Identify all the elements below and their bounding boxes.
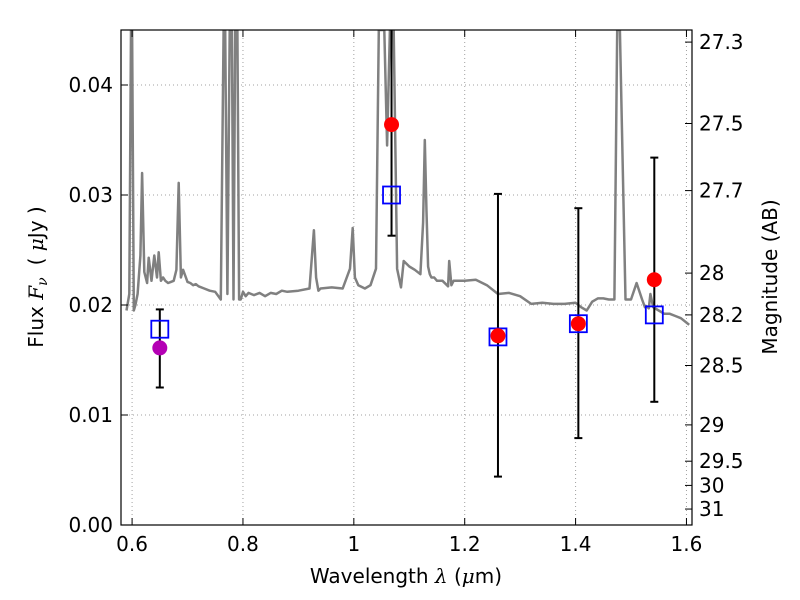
x-axis-label: Wavelength λ (μm) — [310, 564, 502, 588]
mag-tick-label: 27.5 — [699, 112, 744, 136]
mag-tick-label: 27.3 — [699, 30, 744, 54]
y-tick-label: 0.04 — [68, 73, 113, 97]
x-tick-label: 1.2 — [449, 532, 481, 556]
model-point-square — [150, 319, 170, 339]
y-tick-label: 0.03 — [68, 183, 113, 207]
observed-point — [384, 117, 400, 133]
x-tick-label: 1.6 — [671, 532, 703, 556]
y-axis-label: Flux Fν( μJy ) — [24, 206, 51, 347]
observed-point — [646, 272, 662, 288]
y-tick-label: 0.00 — [68, 513, 113, 537]
model-spectrum-line — [125, 30, 690, 326]
model-point-layer — [150, 185, 664, 347]
x-tick-label: 0.8 — [227, 532, 259, 556]
x-tick-label: 1.4 — [560, 532, 592, 556]
y-tick-label: 0.01 — [68, 403, 113, 427]
observed-point — [152, 340, 168, 356]
tick-layer: 0.6 0.8 1 1.2 1.4 1.6 0.00 0.01 0.02 0.03 0.04 27.3… — [68, 30, 744, 556]
mag-tick-label: 28.2 — [699, 303, 744, 327]
x-tick-label: 1 — [347, 532, 360, 556]
observed-point — [570, 316, 586, 332]
mag-tick-label: 29 — [699, 413, 724, 437]
x-tick-label: 0.6 — [116, 532, 148, 556]
mag-tick-label: 28.5 — [699, 354, 744, 378]
mag-tick-label: 30 — [699, 473, 724, 497]
plot-frame — [120, 29, 693, 526]
mag-tick-label: 28 — [699, 261, 724, 285]
observed-point-layer — [152, 117, 662, 356]
mag-tick-label: 29.5 — [699, 449, 744, 473]
observed-point — [490, 328, 506, 344]
model-point-square — [568, 314, 588, 334]
y-tick-label: 0.02 — [68, 293, 113, 317]
grid-lines — [121, 30, 692, 526]
mag-tick-label: 27.7 — [699, 179, 744, 203]
model-point-square — [382, 185, 401, 205]
mag-tick-label: 31 — [699, 497, 724, 521]
model-spectrum-layer — [125, 30, 690, 326]
model-point-square — [644, 305, 664, 325]
y2-axis-label: Magnitude (AB) — [758, 199, 782, 354]
